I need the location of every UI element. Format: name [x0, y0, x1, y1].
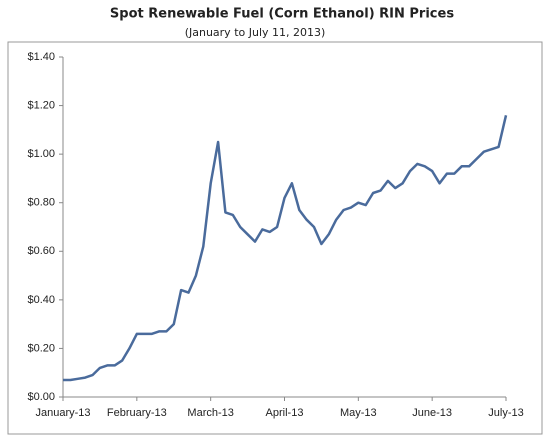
y-tick-label: $1.40	[27, 51, 55, 63]
x-tick-label: April-13	[266, 407, 304, 419]
x-tick-label: May-13	[340, 407, 377, 419]
y-tick-label: $0.00	[27, 391, 55, 403]
y-tick-label: $0.60	[27, 245, 55, 257]
x-tick-label: June-13	[412, 407, 452, 419]
y-tick-label: $0.80	[27, 197, 55, 209]
x-tick-label: March-13	[187, 407, 233, 419]
y-tick-label: $0.20	[27, 342, 55, 354]
chart-title: Spot Renewable Fuel (Corn Ethanol) RIN P…	[110, 7, 454, 22]
x-tick-label: January-13	[35, 407, 90, 419]
y-tick-label: $1.20	[27, 99, 55, 111]
x-tick-label: February-13	[107, 407, 167, 419]
x-tick-label: July-13	[488, 407, 523, 419]
chart-subtitle: (January to July 11, 2013)	[185, 26, 326, 39]
y-tick-label: $0.40	[27, 294, 55, 306]
data-line	[63, 115, 508, 382]
chart-frame	[7, 41, 543, 435]
y-tick-label: $1.00	[27, 148, 55, 160]
